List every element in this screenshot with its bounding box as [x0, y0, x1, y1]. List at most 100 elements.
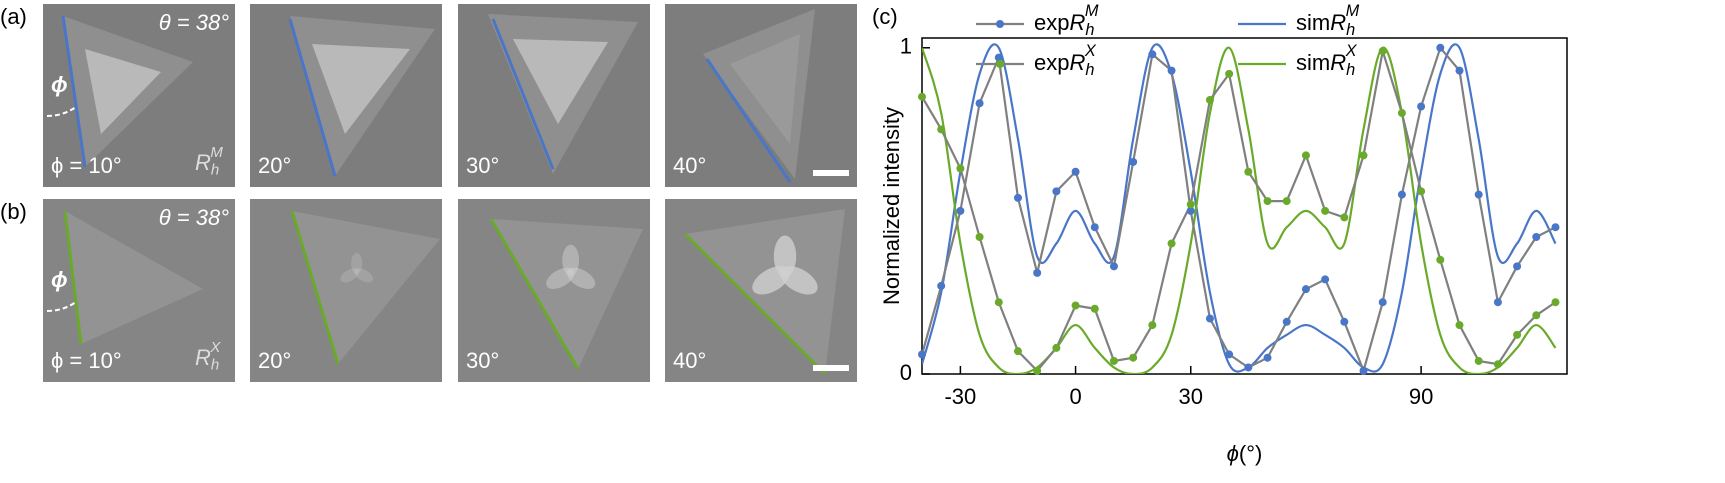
flake-inner — [730, 34, 800, 144]
x-tick-label: 90 — [1409, 384, 1433, 409]
panel-label: (c) — [872, 4, 898, 29]
theta-label: θ = 38° — [159, 10, 229, 35]
symbol-sub: h — [1346, 22, 1355, 40]
data-point — [1417, 187, 1426, 196]
edge-line — [63, 210, 83, 345]
lobe — [546, 267, 575, 289]
data-point — [1493, 298, 1502, 307]
data-point — [1109, 262, 1118, 271]
symbol-sup: X — [1345, 42, 1358, 60]
legend-name: exp — [1034, 50, 1069, 75]
x-axis-label: ϕ(°) — [1227, 441, 1263, 466]
data-point — [1359, 366, 1368, 375]
data-point — [1513, 330, 1522, 339]
data-point — [1109, 356, 1118, 365]
data-point — [1378, 298, 1387, 307]
data-point — [1148, 50, 1157, 59]
symbol-sub: h — [1085, 22, 1094, 40]
data-point — [1455, 321, 1464, 330]
data-point — [1455, 66, 1464, 75]
legend-name: exp — [1034, 10, 1069, 35]
symbol-base: R — [195, 150, 211, 175]
flake-outer — [491, 219, 643, 369]
edge-line — [705, 58, 792, 183]
symbol-sup: M — [210, 144, 223, 161]
legend-label: simRhM — [1296, 2, 1360, 39]
data-point — [975, 99, 984, 108]
flake-outer — [65, 211, 203, 344]
symbol-sup: M — [1085, 2, 1099, 20]
data-point — [1186, 206, 1195, 215]
plot-frame — [921, 37, 1568, 375]
legend-marker — [996, 60, 1004, 68]
data-point — [1397, 109, 1406, 118]
phi-label: ϕ — [51, 267, 68, 292]
sim-line — [922, 46, 1557, 374]
symbol-base: R — [1069, 50, 1085, 75]
data-point — [937, 125, 946, 134]
data-point — [1167, 66, 1176, 75]
angle-label: ϕ = 10° — [51, 348, 122, 373]
data-point — [1551, 223, 1560, 232]
data-point — [1244, 167, 1253, 176]
data-point — [1301, 285, 1310, 294]
data-point — [1474, 190, 1483, 199]
flake-inner — [85, 49, 161, 134]
data-point — [1340, 213, 1349, 222]
sim-line — [922, 43, 1557, 373]
edge-line — [61, 15, 87, 168]
data-point — [994, 53, 1003, 62]
flake-outer — [292, 211, 440, 364]
data-point — [1225, 350, 1234, 359]
symbol-sub: h — [1346, 62, 1355, 80]
data-point — [1033, 268, 1042, 277]
angle-label: ϕ = 10° — [51, 153, 122, 178]
lobe — [752, 266, 791, 295]
exp-line — [922, 45, 1556, 374]
angle-label: 20° — [258, 348, 291, 373]
symbol-base: R — [195, 345, 211, 370]
data-point — [1359, 151, 1368, 160]
data-point — [1052, 187, 1061, 196]
angle-arc — [46, 301, 77, 312]
data-point — [1263, 353, 1272, 362]
legend-label: expRhM — [1034, 2, 1099, 39]
data-point — [956, 206, 965, 215]
data-point — [1397, 190, 1406, 199]
scale-bar — [813, 365, 849, 371]
legend-name: sim — [1296, 10, 1330, 35]
symbol-sub: h — [211, 357, 219, 374]
data-point — [1301, 151, 1310, 160]
data-point — [1167, 239, 1176, 248]
legend-marker — [996, 20, 1004, 28]
phi-label: ϕ — [51, 72, 68, 97]
angle-label: 30° — [466, 153, 499, 178]
legend-name: sim — [1296, 50, 1330, 75]
data-point — [1013, 193, 1022, 202]
x-axis-symbol: ϕ — [1227, 441, 1239, 466]
edge-line — [489, 218, 580, 370]
data-point — [1052, 343, 1061, 352]
data-point — [1340, 317, 1349, 326]
x-tick-label: -30 — [944, 384, 976, 409]
data-point — [1321, 206, 1330, 215]
tag-label: RhM — [195, 144, 223, 179]
data-point — [975, 232, 984, 241]
symbol-sup: M — [1346, 2, 1360, 20]
data-point — [918, 92, 926, 101]
data-point — [1474, 356, 1483, 365]
data-point — [1321, 275, 1330, 284]
data-point — [1090, 223, 1099, 232]
data-point — [1033, 366, 1042, 375]
flake-inner — [513, 39, 608, 124]
data-point — [1090, 304, 1099, 313]
y-axis-label: Normalized intensity — [879, 107, 904, 305]
angle-arc — [46, 106, 77, 117]
edge-line — [290, 210, 340, 365]
symbol-base: R — [1069, 10, 1085, 35]
data-point — [956, 164, 965, 173]
angle-label: 40° — [673, 348, 706, 373]
x-tick-label: 30 — [1179, 384, 1203, 409]
